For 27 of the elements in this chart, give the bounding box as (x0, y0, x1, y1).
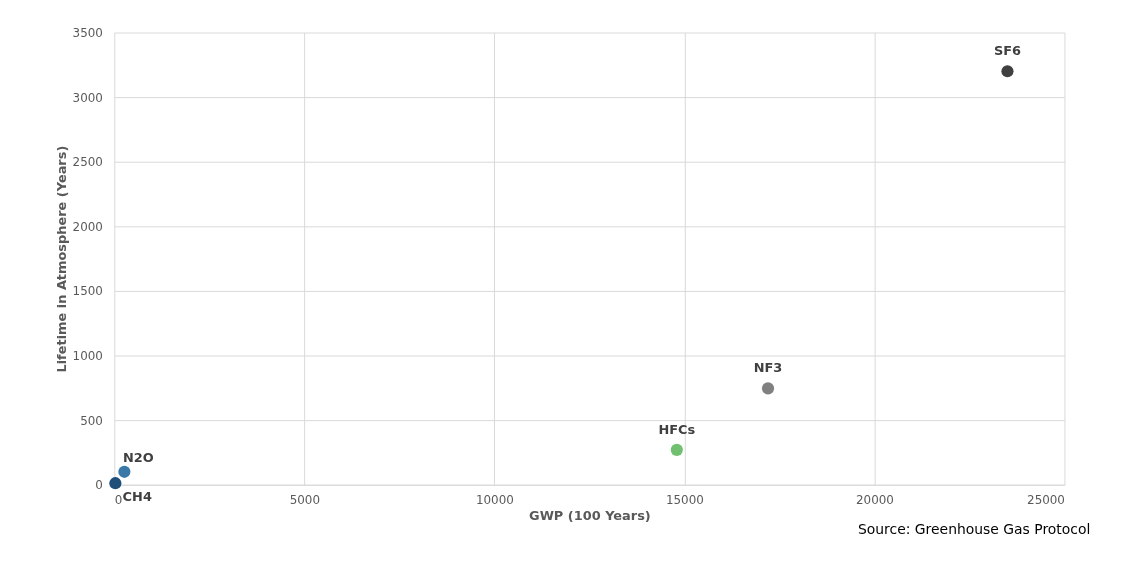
x-axis-title: GWP (100 Years) (529, 508, 651, 524)
source-note: Source: Greenhouse Gas Protocol (857, 521, 1091, 538)
point (109, 477, 122, 490)
y-tick-label: 2000 (72, 219, 103, 234)
x-tick-label: 25000 (1027, 493, 1065, 508)
x-tick-label: 5000 (289, 493, 320, 508)
y-tick-label: 1500 (72, 284, 103, 299)
series-label: HFCs (658, 421, 696, 437)
x-tick-label: 0 (114, 493, 123, 508)
point (761, 382, 775, 395)
y-tick-label: 3000 (72, 90, 103, 105)
point (670, 443, 683, 456)
y-tick-label: 0 (95, 478, 103, 493)
point (1001, 65, 1014, 78)
y-tick-label: 500 (80, 413, 103, 428)
x-tick-label: 15000 (665, 493, 704, 508)
series-label: CH4 (122, 489, 152, 505)
point (118, 465, 131, 478)
y-tick-label: 3500 (72, 25, 103, 40)
series-label: NF3 (753, 360, 783, 376)
series-label: SF6 (993, 43, 1022, 59)
y-tick-label: 2500 (72, 155, 103, 170)
x-tick-label: 10000 (475, 493, 514, 508)
y-axis-title: Lifetime in Atmosphere (Years) (53, 145, 69, 373)
x-tick-label: 20000 (855, 493, 894, 508)
series-label: N2O (122, 449, 154, 465)
y-tick-label: 1000 (72, 349, 103, 364)
